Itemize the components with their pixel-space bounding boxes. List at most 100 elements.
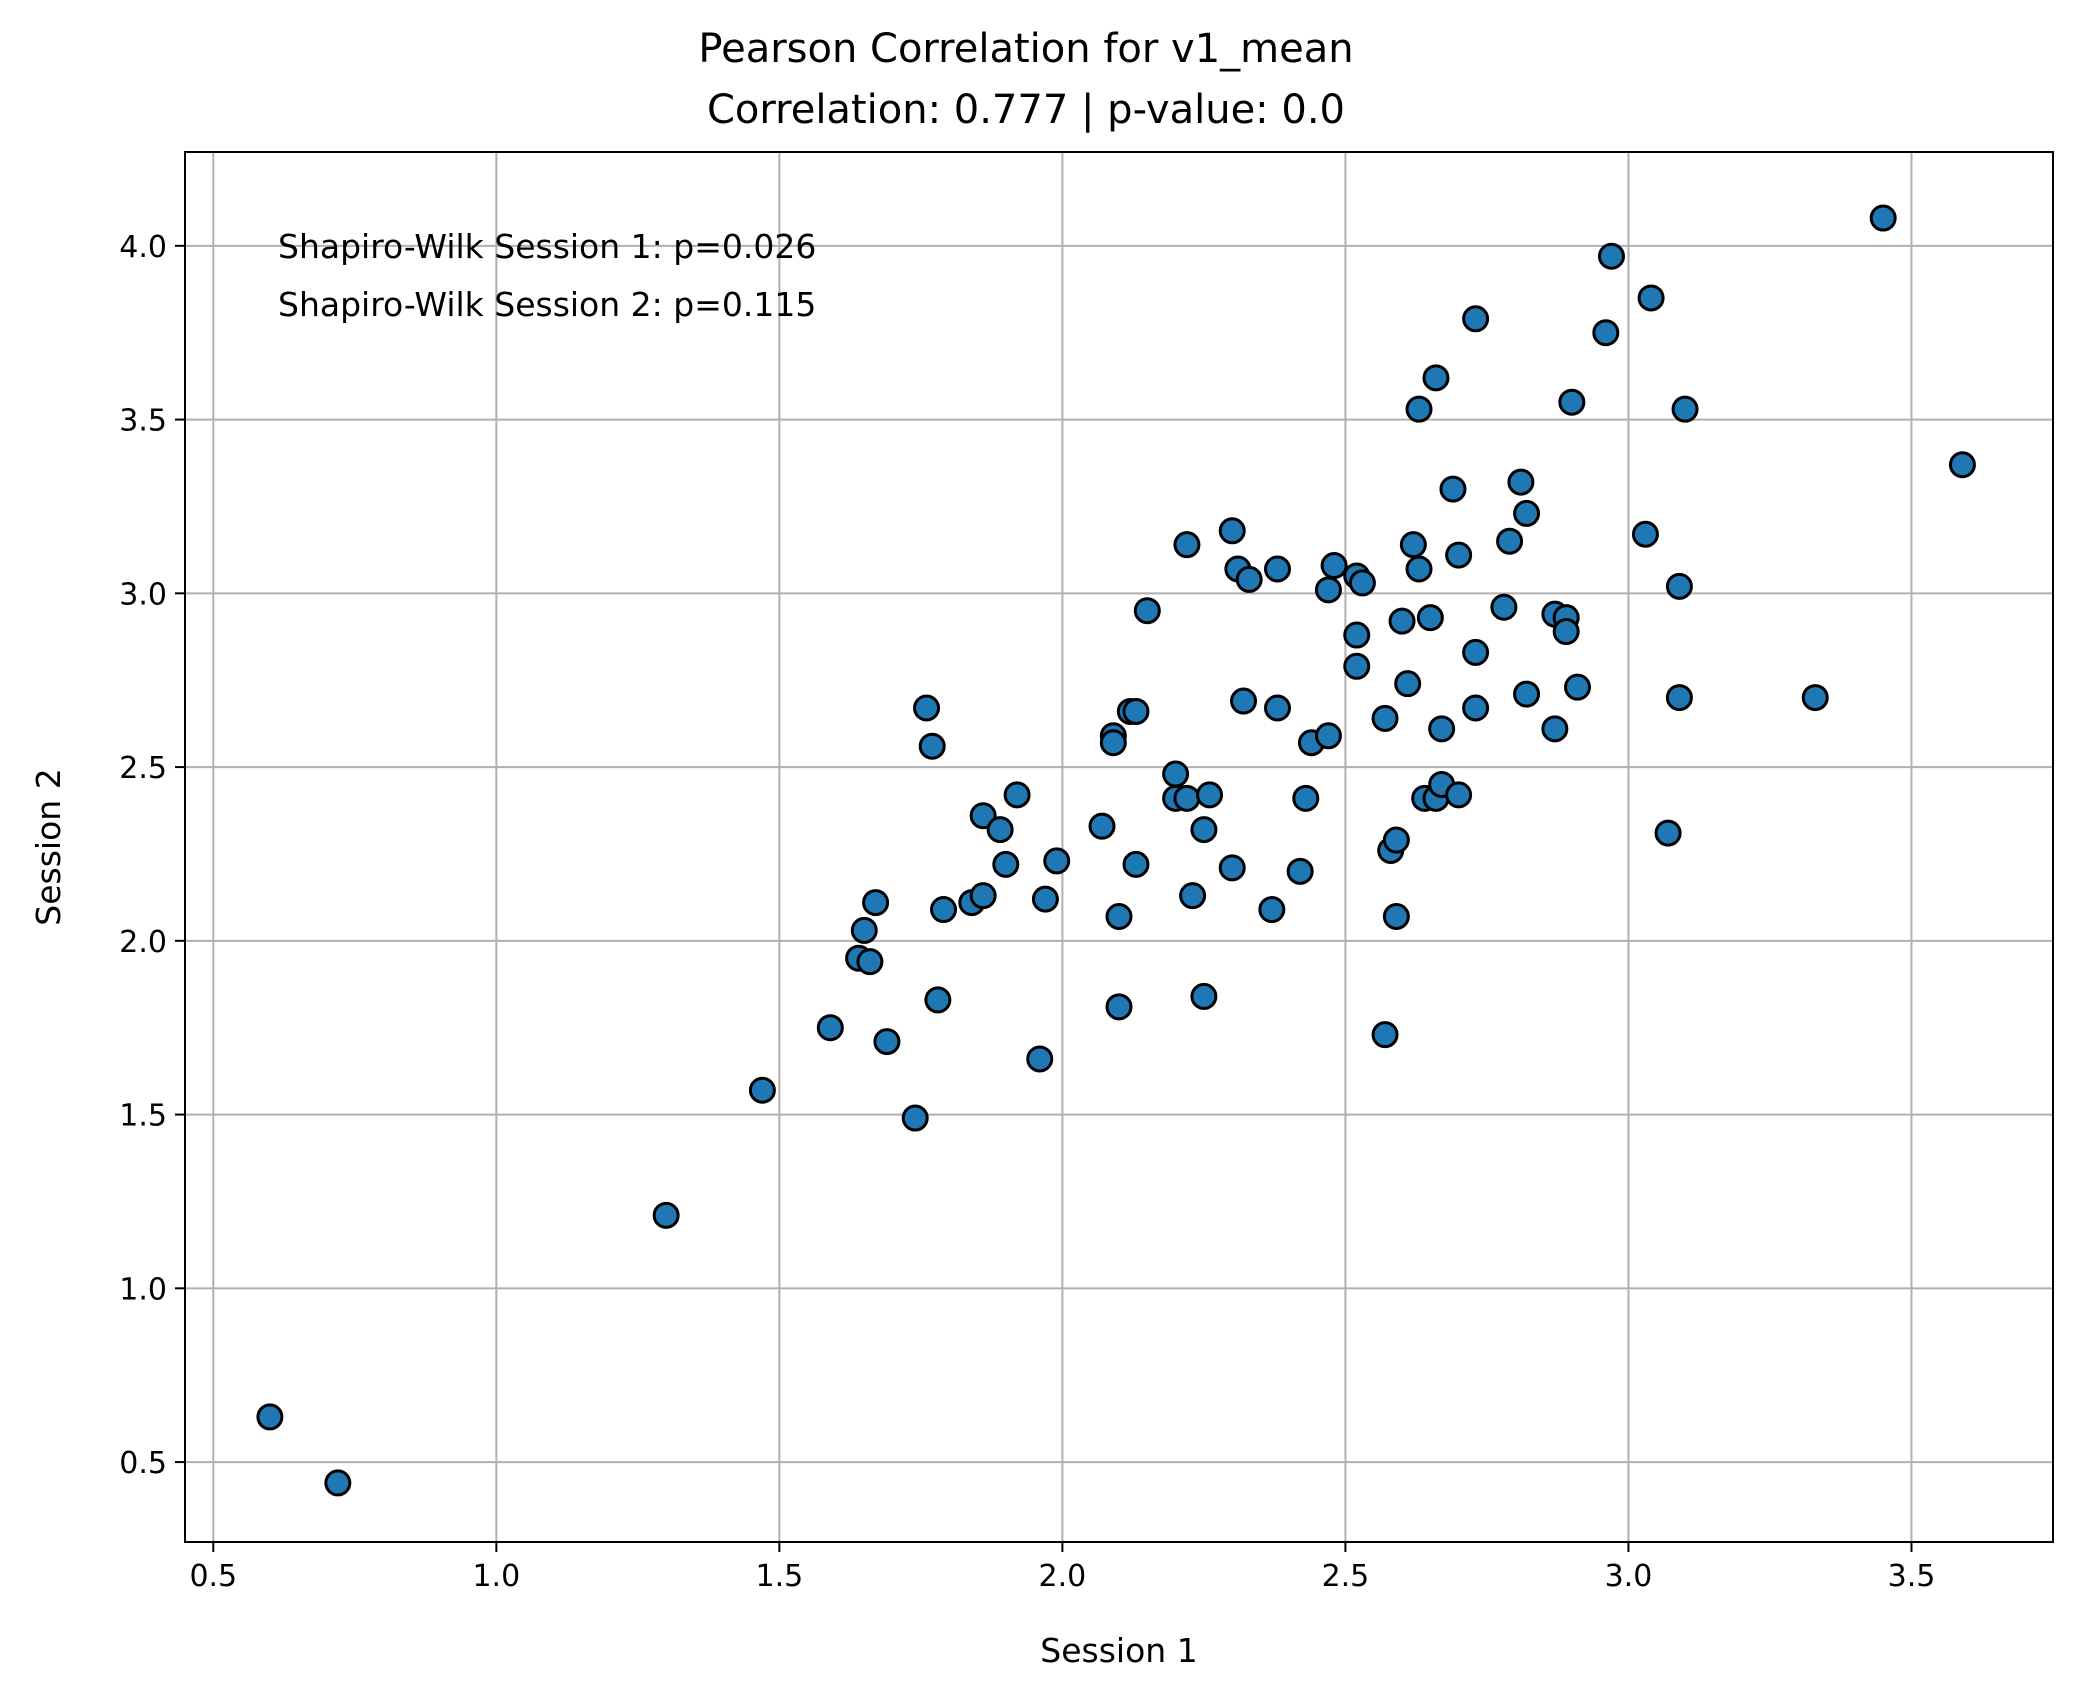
plot-frame	[184, 151, 2054, 1543]
data-point	[1654, 819, 1682, 847]
data-point	[1179, 882, 1207, 910]
data-point	[1382, 826, 1410, 854]
data-point	[1948, 451, 1976, 479]
data-point	[873, 1028, 901, 1056]
data-point	[256, 1403, 284, 1431]
data-point	[1382, 903, 1410, 930]
data-point	[1462, 694, 1490, 722]
data-point	[1122, 697, 1150, 725]
x-axis-label: Session 1	[1040, 1631, 1197, 1670]
data-point	[1422, 364, 1450, 392]
data-point	[1637, 284, 1665, 312]
data-point	[969, 802, 997, 830]
data-point	[986, 816, 1014, 844]
y-tick-label: 1.0	[119, 1272, 167, 1307]
data-point	[324, 1469, 352, 1497]
data-point	[1439, 475, 1467, 503]
data-point	[1665, 684, 1693, 712]
data-point	[992, 850, 1020, 878]
data-point	[924, 986, 952, 1014]
y-tick-label: 3.0	[119, 577, 167, 612]
data-point	[748, 1076, 776, 1104]
data-point	[901, 1104, 929, 1132]
data-point	[1490, 593, 1518, 621]
data-point	[1343, 621, 1371, 649]
data-point	[1190, 982, 1218, 1010]
data-point	[1173, 531, 1201, 559]
data-point	[1348, 569, 1376, 597]
data-point	[1263, 694, 1291, 722]
data-point	[1552, 618, 1580, 646]
data-point	[1558, 388, 1586, 416]
data-point	[1218, 854, 1246, 882]
data-point	[1801, 684, 1829, 712]
x-tick-label: 0.5	[189, 1559, 237, 1594]
y-tick-label: 2.5	[119, 751, 167, 786]
grid-lines	[185, 152, 2053, 1542]
data-point	[1286, 857, 1314, 885]
data-points	[256, 204, 1976, 1497]
data-point	[1292, 784, 1320, 812]
x-axis-ticks: 0.5 1.0 1.5 2.0 2.5 3.0 3.5	[189, 1542, 1935, 1594]
x-tick-label: 2.5	[1322, 1559, 1370, 1594]
data-point	[1026, 1045, 1054, 1073]
data-point	[1263, 555, 1291, 583]
data-point	[1597, 242, 1625, 270]
data-point	[1394, 670, 1422, 698]
data-point	[1133, 597, 1161, 625]
y-tick-label: 0.5	[119, 1446, 167, 1481]
annotation-shapiro-session-2: Shapiro-Wilk Session 2: p=0.115	[278, 285, 816, 324]
data-point	[1428, 715, 1456, 743]
data-point	[930, 896, 958, 924]
x-tick-label: 3.5	[1888, 1559, 1936, 1594]
data-point	[1592, 319, 1620, 347]
data-point	[1031, 885, 1059, 913]
data-point	[1105, 903, 1133, 930]
data-point	[1513, 499, 1541, 527]
data-point	[1235, 565, 1263, 593]
data-point	[1513, 680, 1541, 708]
y-axis-ticks: 0.5 1.0 1.5 2.0 2.5 3.0 3.5 4.0	[119, 230, 185, 1481]
data-point	[816, 1014, 844, 1042]
data-point	[1564, 673, 1592, 701]
data-point	[1320, 552, 1348, 580]
data-point	[1105, 993, 1133, 1021]
data-point	[1173, 784, 1201, 812]
annotation-shapiro-session-1: Shapiro-Wilk Session 1: p=0.026	[278, 227, 816, 266]
data-point	[1099, 729, 1127, 757]
data-point	[1671, 395, 1699, 423]
x-tick-label: 1.5	[756, 1559, 804, 1594]
data-point	[1405, 395, 1433, 423]
y-axis-label: Session 2	[29, 768, 68, 925]
data-point	[1399, 531, 1427, 559]
chart-title: Pearson Correlation for v1_mean	[698, 26, 1353, 72]
data-point	[1314, 722, 1342, 750]
data-point	[1496, 527, 1524, 555]
data-point	[1665, 572, 1693, 600]
data-point	[1371, 704, 1399, 732]
data-point	[1258, 896, 1286, 924]
data-point	[1088, 812, 1116, 840]
data-point	[652, 1201, 680, 1229]
x-tick-label: 2.0	[1039, 1559, 1087, 1594]
data-point	[1162, 760, 1190, 788]
x-tick-label: 3.0	[1605, 1559, 1653, 1594]
data-point	[1416, 604, 1444, 632]
data-point	[1388, 607, 1416, 635]
data-point	[850, 916, 878, 944]
data-point	[1196, 781, 1224, 809]
data-point	[1631, 520, 1659, 548]
data-point	[1190, 816, 1218, 844]
data-point	[856, 948, 884, 976]
x-tick-label: 1.0	[472, 1559, 520, 1594]
data-point	[1445, 781, 1473, 809]
data-point	[1043, 847, 1071, 875]
data-point	[918, 732, 946, 760]
data-point	[1218, 517, 1246, 545]
data-point	[1541, 715, 1569, 743]
data-point	[1371, 1021, 1399, 1049]
y-tick-label: 1.5	[119, 1099, 167, 1134]
data-point	[1462, 305, 1490, 333]
